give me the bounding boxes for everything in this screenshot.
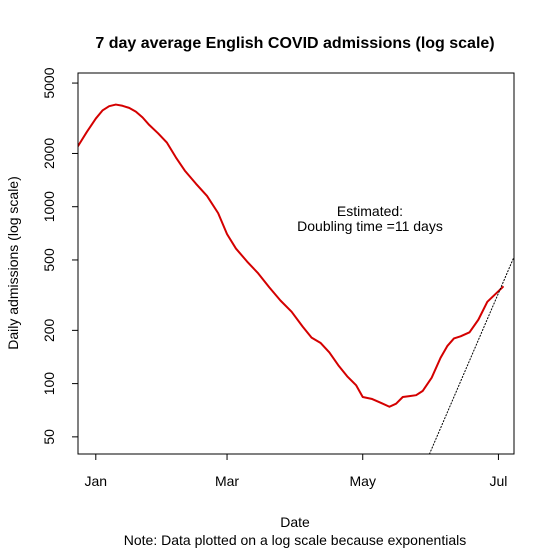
plot-area [78, 103, 514, 454]
y-tick-label: 200 [41, 318, 57, 342]
x-axis-label: Date [280, 514, 310, 530]
doubling-fit-line [428, 256, 514, 454]
y-axis-label: Daily admissions (log scale) [5, 176, 21, 350]
series-layer [78, 103, 514, 454]
chart-note: Note: Data plotted on a log scale becaus… [124, 532, 466, 548]
x-tick-label: Mar [215, 473, 239, 489]
y-axis: 50 100 200 500 1000 2000 5000 [41, 67, 78, 445]
annotation-line1: Estimated: [337, 203, 403, 219]
plot-frame [77, 72, 515, 455]
y-tick-label: 500 [41, 248, 57, 272]
y-tick-label: 100 [41, 372, 57, 396]
admissions-series-line [78, 103, 504, 408]
x-tick-label: Jan [85, 473, 108, 489]
y-tick-label: 50 [41, 429, 57, 445]
y-tick-label: 5000 [41, 67, 57, 98]
y-tick-label: 2000 [41, 138, 57, 169]
x-axis: Jan Mar May Jul [85, 454, 507, 489]
y-tick-label: 1000 [41, 191, 57, 222]
chart-title: 7 day average English COVID admissions (… [95, 35, 494, 52]
annotation-line2: Doubling time =11 days [297, 218, 443, 234]
x-tick-label: May [350, 473, 376, 489]
x-tick-label: Jul [489, 473, 507, 489]
